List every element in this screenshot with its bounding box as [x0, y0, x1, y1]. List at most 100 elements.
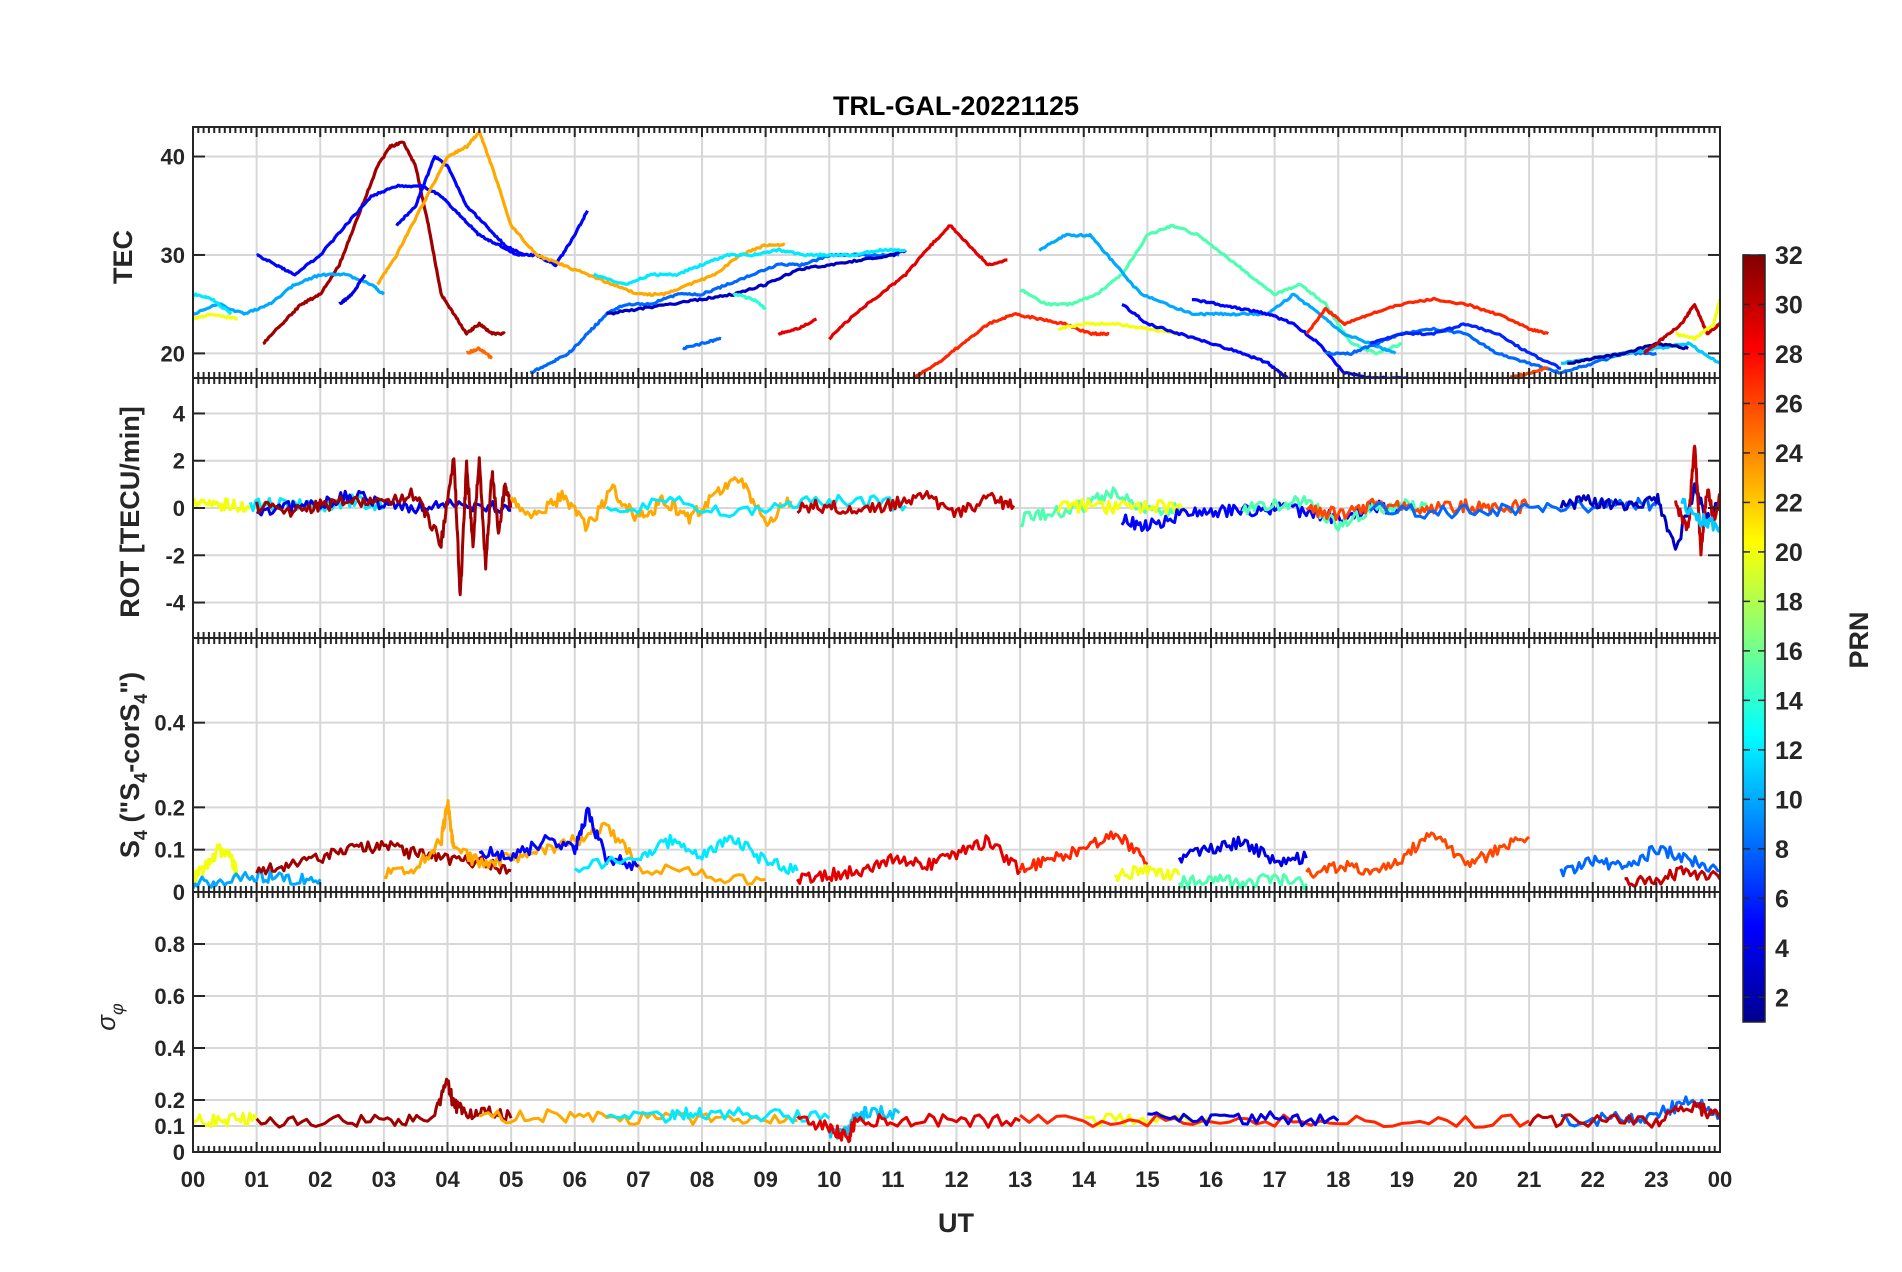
xtick-label: 03 [372, 1167, 396, 1192]
tec-series-prn-8 [529, 252, 900, 375]
colorbar-tick-label: 2 [1775, 984, 1789, 1012]
s4-series-prn-4 [1177, 835, 1308, 868]
colorbar-tick-label: 8 [1775, 836, 1789, 864]
colorbar-tick-label: 22 [1775, 489, 1803, 517]
xtick-label: 22 [1581, 1167, 1605, 1192]
s4-ytick-label: 0.2 [154, 795, 185, 820]
tec-ylabel: TEC [108, 230, 138, 284]
s4-ytick-label: 0.1 [154, 838, 185, 863]
sigma_phi-ytick-label: 0.8 [154, 932, 185, 957]
rot-series-prn-26 [1305, 497, 1530, 521]
colorbar-tick-label: 26 [1775, 390, 1803, 418]
xtick-label: 17 [1262, 1167, 1286, 1192]
xtick-label: 18 [1326, 1167, 1350, 1192]
sigma_phi-ytick-label: 0.6 [154, 984, 185, 1009]
s4-ytick-label: 0 [173, 880, 185, 905]
tec-series-prn-4 [338, 273, 367, 306]
sigma_phi-series-prn-12 [606, 1106, 831, 1125]
s4-series-prn-27 [1018, 830, 1149, 874]
rot-series-group [193, 444, 1720, 597]
rot-series-prn-31 [255, 456, 513, 597]
rot-series-prn-30 [1674, 444, 1720, 557]
rot-series-prn-20 [1056, 498, 1187, 516]
colorbar-tick-label: 6 [1775, 885, 1789, 913]
tec-series-prn-27 [911, 312, 1110, 378]
rot-ytick-label: -2 [165, 543, 185, 568]
xtick-label: 09 [753, 1167, 777, 1192]
sigma_phi-ytick-label: 0 [173, 1140, 185, 1165]
xtick-label: 15 [1135, 1167, 1159, 1192]
s4-series-prn-8 [1559, 844, 1720, 878]
colorbar-gradient [1742, 254, 1766, 1023]
xtick-label: 02 [308, 1167, 332, 1192]
xtick-label: 11 [881, 1167, 904, 1192]
xtick-label: 14 [1072, 1167, 1097, 1192]
tec-series-prn-30 [1643, 303, 1720, 355]
xtick-label: 01 [244, 1167, 268, 1192]
axes [192, 126, 1721, 1153]
s4-series-prn-20 [1114, 864, 1181, 883]
colorbar-tick-label: 24 [1775, 440, 1803, 468]
sigma_phi-ytick-label: 0.1 [154, 1114, 185, 1139]
tec-series-prn-5 [1121, 303, 1289, 378]
s4-series-prn-30 [1624, 865, 1720, 888]
xtick-label: 10 [817, 1167, 841, 1192]
tec-series-prn-25 [465, 346, 493, 360]
tec-series-prn-3 [606, 249, 907, 316]
sigma_phi-series-prn-30 [1527, 1100, 1720, 1129]
rot-ytick-label: 0 [173, 496, 185, 521]
sigma_phi-series-prn-23 [478, 1108, 798, 1126]
s4-ytick-label: 0.4 [154, 711, 185, 736]
rot-series-prn-11 [1680, 497, 1720, 533]
sigma_phi-series-prn-4 [1147, 1110, 1340, 1128]
x-axis-label: UT [938, 1208, 974, 1238]
tick-labels: 203040-4-202400.10.20.400.10.20.40.60.80… [154, 145, 1732, 1192]
s4-series-prn-15 [1177, 873, 1308, 891]
s4-series-prn-26 [1305, 831, 1531, 879]
colorbar-tick-label: 28 [1775, 341, 1803, 369]
tec-series-prn-29 [828, 224, 1008, 341]
colorbar-tick-label: 30 [1775, 291, 1803, 319]
tec-series-prn-29 [777, 317, 818, 336]
series-layer [193, 129, 1720, 1144]
rot-ytick-label: 2 [173, 449, 185, 474]
svg-text:S4 ("S4-corS4"): S4 ("S4-corS4") [115, 672, 151, 858]
xtick-label: 07 [626, 1167, 650, 1192]
tec-series-group [193, 129, 1720, 378]
tec-series-prn-8 [1324, 326, 1657, 375]
s4-series-prn-12 [573, 833, 799, 875]
xtick-label: 20 [1453, 1167, 1477, 1192]
colorbar-tick-label: 4 [1775, 935, 1789, 963]
tec-ytick-label: 30 [161, 243, 185, 268]
rot-series-prn-30 [796, 490, 1016, 519]
s4-series-group [193, 799, 1720, 891]
xtick-label: 05 [499, 1167, 523, 1192]
rot-series-prn-15 [1019, 486, 1181, 528]
sigma_phi-series-prn-31 [255, 1077, 513, 1129]
tec-series-prn-31 [262, 140, 506, 346]
sigma_phi-series-prn-20 [193, 1111, 258, 1129]
tec-series-prn-8 [681, 336, 722, 351]
colorbar-tick-label: 18 [1775, 588, 1803, 616]
rot-ytick-label: 4 [173, 401, 186, 426]
sigma_phi-series-prn-8 [1560, 1095, 1720, 1128]
colorbar-tick-label: 10 [1775, 786, 1803, 814]
colorbar-tick-label: 16 [1775, 638, 1803, 666]
xtick-label: 06 [563, 1167, 587, 1192]
tec-ytick-label: 20 [161, 341, 185, 366]
tec-ytick-label: 40 [161, 145, 185, 170]
sigma_phi-series-group [193, 1077, 1720, 1144]
xtick-label: 23 [1644, 1167, 1668, 1192]
xtick-label: 16 [1199, 1167, 1223, 1192]
colorbar-label: PRN [1844, 611, 1874, 668]
sigma_phi-ytick-label: 0.4 [154, 1036, 185, 1061]
xtick-label: 12 [944, 1167, 968, 1192]
tec-series-prn-27 [1305, 296, 1550, 336]
tec-series-prn-20 [1675, 298, 1720, 341]
tec-series-prn-5 [395, 155, 525, 257]
colorbar-tick-label: 14 [1775, 687, 1803, 715]
xtick-label: 08 [690, 1167, 714, 1192]
